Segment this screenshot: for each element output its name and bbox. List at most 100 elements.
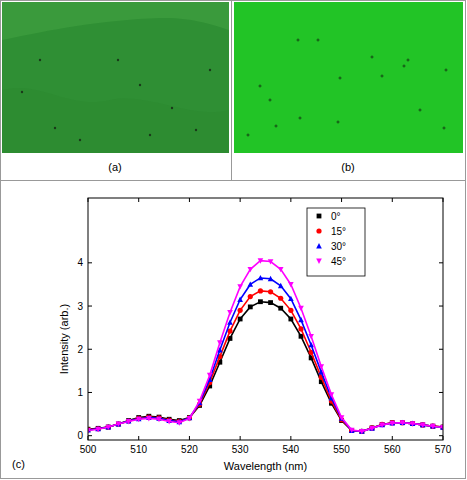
marker <box>288 296 294 301</box>
image-dot <box>171 107 173 109</box>
marker <box>278 283 284 288</box>
marker <box>258 275 264 280</box>
legend-marker <box>317 214 322 219</box>
x-tick <box>341 436 342 440</box>
y-tick <box>439 435 443 436</box>
marker <box>197 399 203 404</box>
marker <box>298 306 304 311</box>
y-tick <box>88 435 92 436</box>
marker <box>288 282 294 287</box>
image-dot <box>247 134 250 137</box>
legend-label: 15° <box>331 226 346 237</box>
panel-label: (a) <box>108 161 121 173</box>
marker <box>237 284 243 289</box>
marker <box>298 326 303 331</box>
marker <box>278 306 283 311</box>
marker <box>258 288 263 293</box>
figure: (a)(b)(c)50051052053054055056057001234Wa… <box>0 0 467 480</box>
marker <box>95 427 101 432</box>
y-tick <box>88 306 92 307</box>
marker <box>146 416 152 421</box>
y-tick-label: 4 <box>77 257 83 268</box>
image-dot <box>259 85 262 88</box>
legend: 0° 15° 30° 45° <box>307 208 365 276</box>
y-tick <box>439 392 443 393</box>
image-dot <box>209 69 211 71</box>
x-tick-label: 510 <box>130 444 147 455</box>
legend-label: 0° <box>331 211 341 222</box>
y-tick-label: 2 <box>77 344 83 355</box>
image-region <box>2 88 229 153</box>
y-tick <box>439 349 443 350</box>
marker <box>278 267 284 272</box>
marker <box>207 373 213 378</box>
image-dot <box>443 127 446 130</box>
series-line <box>88 302 443 432</box>
y-tick-label: 0 <box>77 430 83 441</box>
marker <box>105 425 111 430</box>
marker <box>247 267 253 272</box>
marker <box>176 420 182 425</box>
image-dot <box>339 77 342 80</box>
x-tick <box>189 198 190 202</box>
series <box>88 258 443 434</box>
marker <box>187 416 193 421</box>
marker <box>268 259 274 264</box>
marker <box>258 258 264 263</box>
legend-label: 30° <box>331 241 346 252</box>
x-tick <box>392 198 393 202</box>
marker <box>298 317 304 322</box>
x-tick-label: 550 <box>333 444 350 455</box>
marker <box>288 308 293 313</box>
x-tick-label: 520 <box>181 444 198 455</box>
marker <box>349 428 355 433</box>
marker <box>430 424 436 429</box>
image-dot <box>54 127 56 129</box>
marker <box>238 308 243 313</box>
marker <box>258 299 263 304</box>
x-tick-label: 530 <box>232 444 249 455</box>
marker <box>420 422 426 427</box>
image-ground <box>2 2 229 153</box>
x-tick <box>443 198 444 202</box>
image-dot <box>149 134 151 136</box>
x-tick <box>88 198 89 202</box>
image-dot <box>297 39 300 42</box>
marker <box>400 420 406 425</box>
image-dot <box>269 99 272 102</box>
x-tick <box>189 436 190 440</box>
x-tick <box>138 198 139 202</box>
panel-frame <box>1 1 232 181</box>
marker <box>308 334 314 339</box>
x-tick-label: 540 <box>283 444 300 455</box>
image-dot <box>79 139 81 141</box>
legend-label: 45° <box>331 256 346 267</box>
x-tick <box>290 436 291 440</box>
marker <box>278 296 283 301</box>
marker <box>288 317 293 322</box>
y-tick <box>439 306 443 307</box>
marker <box>238 317 243 322</box>
legend-marker <box>316 243 322 248</box>
x-tick-label: 560 <box>384 444 401 455</box>
image-dot <box>275 125 278 128</box>
marker <box>248 305 253 310</box>
y-tick-label: 1 <box>77 387 83 398</box>
marker <box>126 419 132 424</box>
plot-area <box>88 258 443 434</box>
image-dot <box>117 59 119 61</box>
x-tick <box>240 436 241 440</box>
y-tick <box>88 262 92 263</box>
panel-label: (c) <box>12 458 25 470</box>
image-dot <box>407 59 410 62</box>
marker <box>217 340 223 345</box>
marker <box>136 417 142 422</box>
legend-box <box>307 208 365 276</box>
image-dot <box>403 65 406 68</box>
x-tick-label: 570 <box>435 444 452 455</box>
marker <box>166 419 172 424</box>
marker <box>248 294 253 299</box>
marker <box>318 364 324 369</box>
y-tick-label: 3 <box>77 301 83 312</box>
image-dot <box>337 121 340 124</box>
